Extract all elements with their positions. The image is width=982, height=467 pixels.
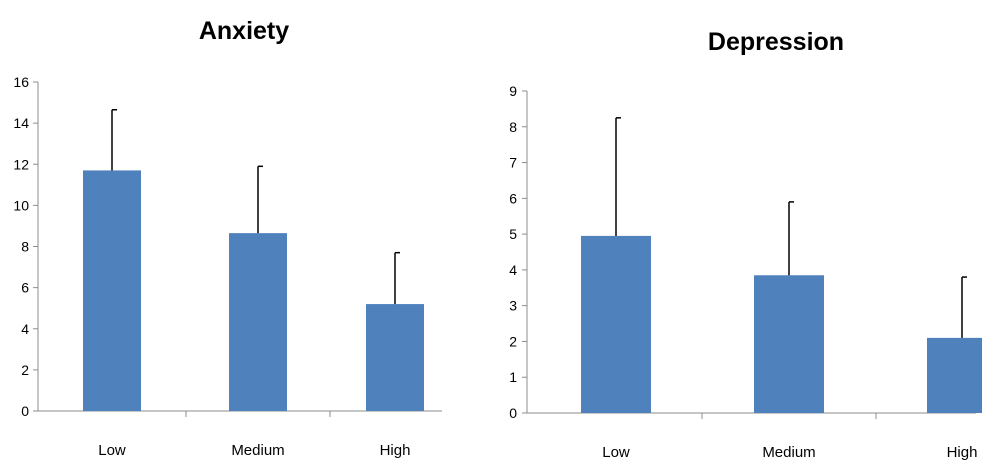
- x-category-label: Low: [98, 442, 126, 459]
- chart-title: Depression: [708, 28, 844, 56]
- y-tick-label: 0: [21, 403, 29, 419]
- chart-title: Anxiety: [199, 17, 289, 45]
- x-category-label: High: [380, 442, 411, 459]
- y-tick-label: 4: [21, 321, 29, 337]
- y-tick-label: 5: [509, 226, 517, 242]
- bar-low: [83, 170, 141, 411]
- bar-medium: [754, 275, 824, 413]
- x-category-label: Medium: [231, 442, 284, 459]
- y-tick-label: 2: [21, 362, 29, 378]
- y-tick-label: 7: [509, 155, 517, 171]
- y-tick-label: 14: [13, 115, 29, 131]
- y-tick-label: 8: [509, 119, 517, 135]
- y-tick-label: 6: [21, 280, 29, 296]
- bar-high: [366, 304, 424, 411]
- y-tick-label: 16: [13, 74, 29, 90]
- bar-high: [927, 337, 982, 413]
- y-tick-label: 9: [509, 83, 517, 99]
- y-tick-label: 4: [509, 262, 517, 278]
- bar-medium: [229, 233, 287, 411]
- x-category-label: High: [947, 444, 978, 461]
- y-tick-label: 3: [509, 298, 517, 314]
- y-tick-label: 2: [509, 333, 517, 349]
- y-tick-label: 1: [509, 369, 517, 385]
- y-tick-label: 6: [509, 190, 517, 206]
- x-category-label: Low: [602, 444, 630, 461]
- bar-low: [581, 235, 651, 413]
- y-tick-label: 8: [21, 239, 29, 255]
- y-tick-label: 0: [509, 405, 517, 421]
- x-category-label: Medium: [762, 444, 815, 461]
- y-tick-label: 12: [13, 156, 29, 172]
- y-tick-label: 10: [13, 197, 29, 213]
